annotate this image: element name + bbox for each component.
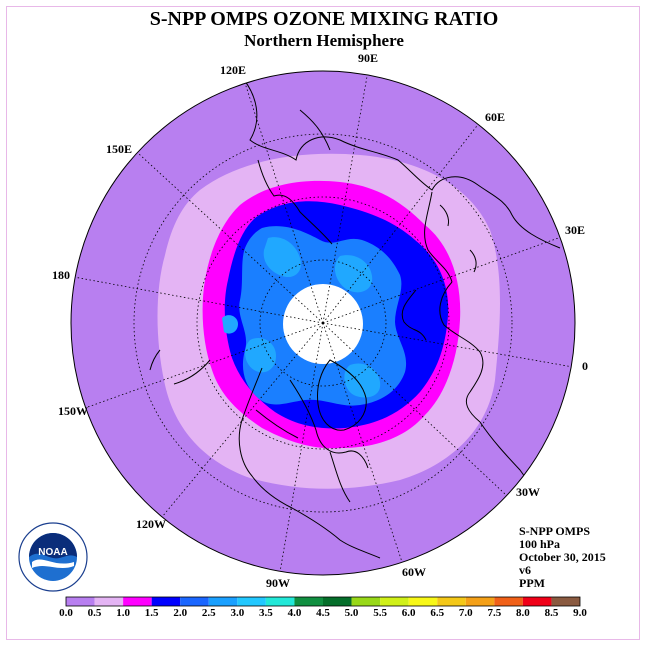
info-units: PPM xyxy=(519,576,545,590)
colorbar-tick-label: 5.0 xyxy=(344,607,359,619)
ozone-region-2.5-3.0 xyxy=(245,337,276,373)
colorbar-tick-label: 1.5 xyxy=(144,607,159,619)
colorbar-tick-label: 4.5 xyxy=(316,607,330,619)
colorbar-swatch xyxy=(351,597,381,606)
colorbar-swatch xyxy=(551,597,580,606)
ozone-region-2.5-3.0 xyxy=(344,363,381,398)
latitude-circles xyxy=(133,133,513,513)
colorbar-tick-label: 2.5 xyxy=(201,607,216,619)
colorbar-tick-label: 0.5 xyxy=(87,607,102,619)
info-level: 100 hPa xyxy=(519,537,561,551)
colorbar-swatch xyxy=(208,597,238,606)
colorbar-tick-label: 6.0 xyxy=(401,607,416,619)
colorbar-swatch xyxy=(465,597,495,606)
info-date: October 30, 2015 xyxy=(519,550,606,564)
colorbar-swatch xyxy=(237,597,266,606)
colorbar-swatch xyxy=(151,597,181,606)
label-150w: 150W xyxy=(58,404,88,418)
colorbar-swatch xyxy=(494,597,523,606)
label-90w: 90W xyxy=(266,576,290,590)
colorbar-tick-label: 8.0 xyxy=(516,607,530,619)
label-150e: 150E xyxy=(106,142,133,156)
colorbar-swatch xyxy=(66,597,95,606)
colorbar-swatch xyxy=(123,597,152,606)
label-0: 0 xyxy=(582,359,588,373)
label-120w: 120W xyxy=(136,517,166,531)
colorbar-swatch xyxy=(294,597,323,606)
label-30w: 30W xyxy=(516,485,540,499)
info-instrument: S-NPP OMPS xyxy=(519,524,590,538)
info-block: S-NPP OMPS 100 hPa October 30, 2015 v6 P… xyxy=(519,525,606,590)
ozone-region-2.5-3.0 xyxy=(222,315,238,334)
colorbar-swatch xyxy=(437,597,466,606)
map-title: S-NPP OMPS OZONE MIXING RATIO xyxy=(149,8,499,30)
map-subtitle: Northern Hemisphere xyxy=(244,31,404,50)
colorbar-swatch xyxy=(323,597,352,606)
info-version: v6 xyxy=(519,563,531,577)
colorbar-swatch xyxy=(94,597,124,606)
colorbar-tick-label: 3.0 xyxy=(230,607,245,619)
colorbar-tick-label: 5.5 xyxy=(373,607,387,619)
label-180: 180 xyxy=(52,268,70,282)
colorbar-tick-label: 9.0 xyxy=(573,607,587,619)
colorbar-tick-label: 6.5 xyxy=(430,607,445,619)
colorbar-swatch xyxy=(180,597,209,606)
colorbar-tick-label: 1.0 xyxy=(116,607,130,619)
colorbar-tick-label: 7.5 xyxy=(487,607,502,619)
image-frame xyxy=(6,6,640,640)
colorbar-swatch xyxy=(265,597,295,606)
coastlines xyxy=(149,74,561,559)
noaa-logo: NOAA xyxy=(18,522,88,592)
colorbar-swatch xyxy=(380,597,409,606)
colorbar-tick-label: 4.0 xyxy=(287,607,302,619)
colorbar-tick-label: 2.0 xyxy=(173,607,188,619)
label-120e: 120E xyxy=(220,63,247,77)
label-60w: 60W xyxy=(402,565,426,579)
colorbar-tick-label: 3.5 xyxy=(259,607,273,619)
ozone-region-2.5-3.0 xyxy=(263,237,301,278)
ozone-region-2.5-3.0 xyxy=(334,255,373,293)
colorbar-tick-label: 0.0 xyxy=(59,607,73,619)
label-90e: 90E xyxy=(358,51,379,65)
colorbar-tick-label: 7.0 xyxy=(458,607,473,619)
logo-text: NOAA xyxy=(38,547,67,558)
colorbar-tick-label: 8.5 xyxy=(544,607,559,619)
label-30e: 30E xyxy=(565,223,586,237)
label-60e: 60E xyxy=(485,110,506,124)
meridians xyxy=(73,71,574,573)
colorbar-swatch xyxy=(522,597,552,606)
colorbar-swatch xyxy=(408,597,438,606)
